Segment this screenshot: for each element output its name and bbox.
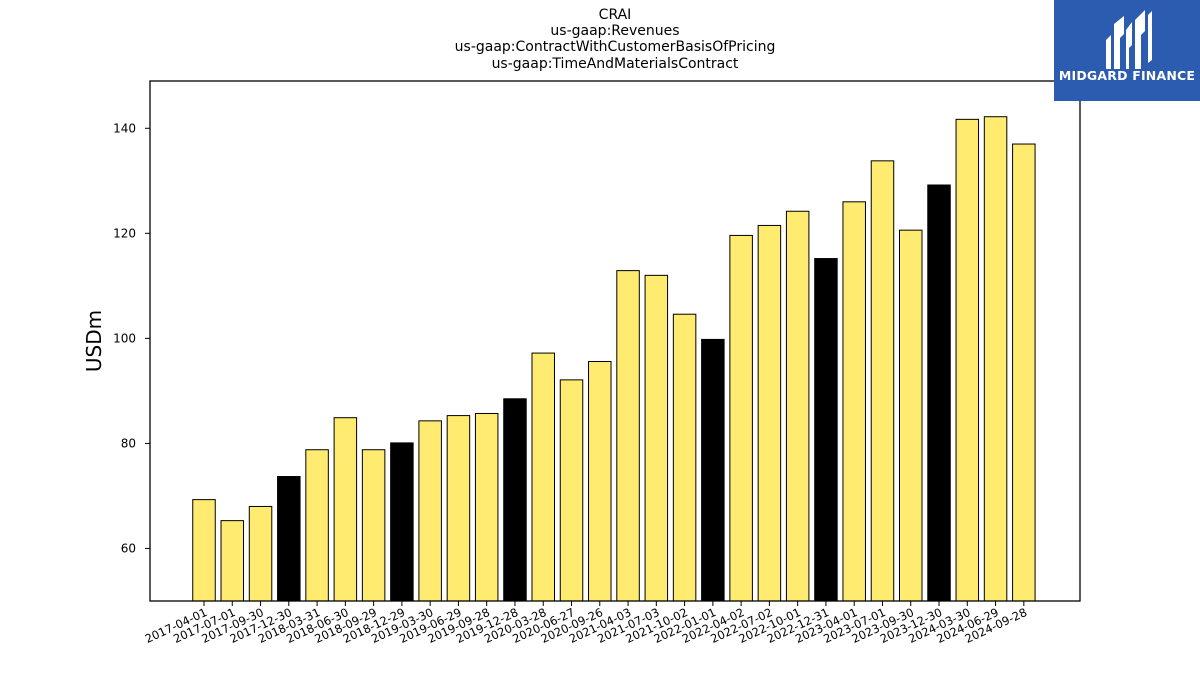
bar-2023-07-01 xyxy=(870,160,895,602)
bar-2024-06-29 xyxy=(983,116,1008,602)
bar-2024-09-28 xyxy=(1012,143,1036,602)
y-tick-label: 80 xyxy=(121,436,136,450)
bar-2017-07-01 xyxy=(220,520,245,602)
y-tick-label: 100 xyxy=(113,331,136,345)
bar-2018-12-29 xyxy=(390,442,414,602)
x-axis: 2017-04-012017-07-012017-09-302017-12-30… xyxy=(143,601,1029,646)
bar-2023-04-01 xyxy=(842,201,866,602)
bar-2019-09-28 xyxy=(474,412,499,602)
title-line-1: CRAI xyxy=(598,7,632,23)
y-tick-label: 120 xyxy=(113,226,136,240)
bar-2024-03-30 xyxy=(955,118,980,602)
bar-2022-12-31 xyxy=(814,258,838,602)
bar-2019-03-30 xyxy=(418,420,442,602)
bar-2018-09-29 xyxy=(361,449,386,602)
plot-frame xyxy=(149,80,1081,602)
bar-2021-10-02 xyxy=(672,313,697,602)
logo-text: MIDGARD FINANCE xyxy=(1058,68,1196,83)
title-line-3: us-gaap:ContractWithCustomerBasisOfPrici… xyxy=(454,39,776,55)
bar-2021-04-03 xyxy=(616,270,640,602)
y-axis-label: USDm xyxy=(82,310,106,372)
bar-2021-07-03 xyxy=(644,274,669,602)
bar-2017-04-01 xyxy=(192,499,216,602)
y-tick-label: 60 xyxy=(121,541,136,555)
bars-group xyxy=(192,116,1036,602)
bar-2023-12-30 xyxy=(927,184,951,602)
midgard-finance-logo: MIDGARD FINANCE xyxy=(1054,0,1200,101)
bar-2018-06-30 xyxy=(333,417,358,602)
bar-2023-09-30 xyxy=(899,229,923,602)
bar-2017-09-30 xyxy=(248,505,273,602)
title-line-4: us-gaap:TimeAndMaterialsContract xyxy=(491,56,739,72)
bar-2018-03-31 xyxy=(305,449,329,602)
y-tick-label: 140 xyxy=(113,121,136,135)
y-axis: 60 80 100 120 140 xyxy=(113,121,150,555)
bar-2017-12-30 xyxy=(277,476,301,602)
bar-2022-07-02 xyxy=(757,224,782,602)
bar-2019-06-29 xyxy=(446,415,471,602)
bar-2020-06-27 xyxy=(559,379,584,602)
bar-2022-01-01 xyxy=(701,338,725,602)
bar-2022-10-01 xyxy=(785,210,810,602)
bar-2019-12-28 xyxy=(503,398,527,602)
midgard-logo-icon xyxy=(1106,10,1152,69)
bar-2020-09-26 xyxy=(588,360,612,602)
bar-2022-04-02 xyxy=(729,234,753,602)
bar-2020-03-28 xyxy=(531,352,555,602)
title-line-2: us-gaap:Revenues xyxy=(550,23,680,39)
